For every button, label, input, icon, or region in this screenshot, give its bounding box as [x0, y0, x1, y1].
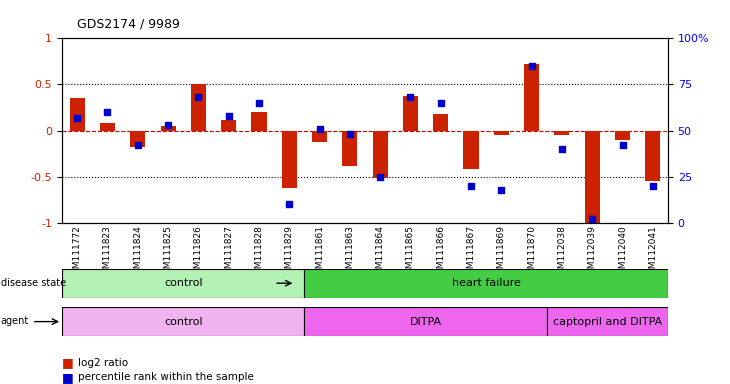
Bar [221, 119, 237, 131]
Bar [493, 131, 509, 135]
Point [435, 100, 447, 106]
Bar [100, 123, 115, 131]
Bar [615, 131, 630, 140]
Bar [433, 114, 448, 131]
Text: heart failure: heart failure [452, 278, 520, 288]
Point [617, 142, 629, 148]
Text: control: control [164, 316, 202, 327]
Point [223, 113, 234, 119]
Point [101, 109, 113, 115]
Text: GDS2174 / 9989: GDS2174 / 9989 [77, 17, 180, 30]
Bar [251, 112, 266, 131]
Point [526, 63, 537, 69]
Bar [554, 131, 569, 135]
Point [344, 131, 356, 137]
FancyBboxPatch shape [304, 269, 668, 298]
Bar [464, 131, 479, 169]
FancyBboxPatch shape [62, 269, 304, 298]
Point [556, 146, 568, 152]
Point [253, 100, 265, 106]
FancyBboxPatch shape [62, 307, 304, 336]
Point [193, 94, 204, 101]
Bar [645, 131, 661, 181]
Text: control: control [164, 278, 202, 288]
Bar [130, 131, 145, 147]
Bar [403, 96, 418, 131]
Bar [524, 64, 539, 131]
Text: ■: ■ [62, 356, 74, 369]
Text: ■: ■ [62, 371, 74, 384]
Point [496, 187, 507, 193]
Bar [69, 98, 85, 131]
Text: agent: agent [1, 316, 29, 326]
Text: disease state: disease state [1, 278, 66, 288]
Point [374, 174, 386, 180]
Bar [372, 131, 388, 179]
Bar [342, 131, 358, 166]
Point [162, 122, 174, 128]
Text: captopril and DITPA: captopril and DITPA [553, 316, 662, 327]
Text: percentile rank within the sample: percentile rank within the sample [78, 372, 254, 382]
Point [72, 114, 83, 121]
Bar [191, 84, 206, 131]
Bar [282, 131, 297, 188]
Bar [312, 131, 327, 142]
Point [132, 142, 144, 148]
Point [404, 94, 416, 101]
Bar [161, 126, 176, 131]
FancyBboxPatch shape [304, 307, 547, 336]
Point [586, 216, 598, 222]
Point [647, 183, 658, 189]
Point [314, 126, 326, 132]
Text: log2 ratio: log2 ratio [78, 358, 128, 368]
FancyBboxPatch shape [547, 307, 668, 336]
Point [465, 183, 477, 189]
Bar [585, 131, 600, 223]
Text: DITPA: DITPA [410, 316, 442, 327]
Point [283, 201, 295, 207]
